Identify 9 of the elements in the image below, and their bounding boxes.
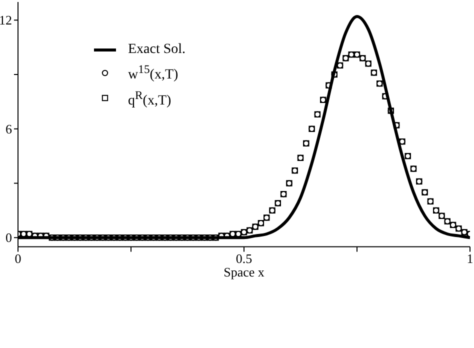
- x-tick-label: 0.5: [236, 250, 252, 266]
- y-tick-label: 0: [6, 230, 12, 246]
- y-tick-label: 6: [6, 121, 12, 136]
- x-axis-title: Space x: [224, 264, 265, 280]
- legend-label: Exact Sol.: [128, 41, 186, 59]
- legend-label: q$^{R}$(x,T): [128, 88, 172, 110]
- legend-label: w$^{15}$(x,T): [128, 62, 178, 85]
- x-tick-label: 1: [466, 250, 474, 266]
- y-tick-label: 12: [0, 12, 12, 28]
